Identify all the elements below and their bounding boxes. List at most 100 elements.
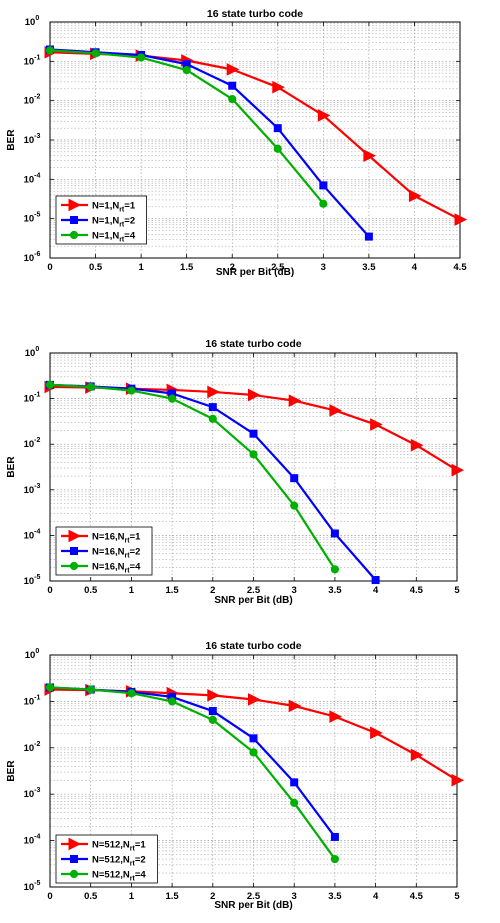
x-tick-label: 1.5 <box>165 585 179 596</box>
legend-entry: N=16,Nrt=1 <box>92 532 141 545</box>
legend-entry: N=1,Nrt=2 <box>92 216 135 229</box>
x-tick-label: 0.5 <box>84 585 98 596</box>
chart-panel-3: 0 0.5 1 1.5 2 2.5 3 3.5 4 4.5 5 100 10-1 10-2 10-3 10-4… <box>0 622 500 922</box>
y-tick-label: 10-5 <box>24 880 41 893</box>
data-point <box>290 474 299 483</box>
data-point <box>370 726 383 740</box>
y-axis-label: BER <box>6 760 17 782</box>
data-point <box>249 734 258 743</box>
data-point <box>371 576 380 585</box>
x-tick-label: 0.5 <box>89 262 103 273</box>
x-tick-label: 4 <box>373 891 379 902</box>
x-tick-label: 2 <box>210 891 215 902</box>
x-tick-label: 3 <box>292 585 297 596</box>
y-tick-label: 100 <box>25 648 40 661</box>
series-3 <box>45 683 339 864</box>
legend-marker <box>70 547 78 555</box>
y-tick-label: 10-2 <box>24 94 41 107</box>
data-point <box>249 450 258 459</box>
legend-marker <box>69 869 79 879</box>
y-tick-label: 10-3 <box>24 133 41 146</box>
x-tick-label: 4 <box>373 585 379 596</box>
data-point <box>248 388 261 402</box>
data-point <box>290 798 299 807</box>
chart-panel-2: 0 0.5 1 1.5 2 2.5 3 3.5 4 4.5 5 100 10-1 10-2 10-3 10-4… <box>0 331 500 631</box>
x-tick-label: 2.5 <box>247 585 261 596</box>
y-tick-label: 10-4 <box>24 172 41 185</box>
legend-entry: N=512,Nrt=2 <box>92 855 146 868</box>
data-point <box>454 213 468 226</box>
data-point <box>272 80 285 94</box>
legend: N=16,Nrt=1 N=16,Nrt=2 N=16,Nrt=4 <box>55 526 153 576</box>
data-point <box>330 832 339 841</box>
x-axis-label: SNR per Bit (dB) <box>216 267 294 278</box>
y-tick-label: 10-4 <box>24 528 41 541</box>
x-tick-label: 1 <box>138 262 144 273</box>
data-point <box>207 689 220 702</box>
y-tick-label: 10-3 <box>24 787 41 800</box>
data-point <box>329 710 343 723</box>
data-point <box>290 501 299 510</box>
legend-entry: N=512,Nrt=4 <box>92 870 146 883</box>
y-tick-label: 10-3 <box>24 483 41 496</box>
data-point <box>363 149 377 162</box>
data-point <box>408 189 422 203</box>
x-tick-label: 3.5 <box>328 891 342 902</box>
x-tick-label: 1.5 <box>180 262 194 273</box>
legend-marker <box>68 529 82 543</box>
x-tick-label: 1 <box>129 585 135 596</box>
x-tick-label: 3 <box>321 262 326 273</box>
legend-marker <box>70 855 78 863</box>
x-tick-label: 4 <box>412 262 418 273</box>
data-point <box>91 49 100 58</box>
y-tick-label: 10-1 <box>24 54 41 67</box>
data-point <box>330 529 339 538</box>
legend-entry: N=16,Nrt=2 <box>92 547 140 560</box>
legend-entry: N=1,Nrt=4 <box>92 231 136 244</box>
ber-chart-2: 0 0.5 1 1.5 2 2.5 3 3.5 4 4.5 5 100 10-1 10-2 10-3 10-4… <box>6 338 465 606</box>
x-tick-label: 2 <box>210 585 215 596</box>
data-point <box>329 404 343 417</box>
data-point <box>168 697 177 706</box>
legend-entry: N=512,Nrt=1 <box>92 840 146 853</box>
data-point <box>226 63 240 76</box>
data-point <box>228 81 237 90</box>
ber-chart-1: 0 0.5 1 1.5 2 2.5 3 3.5 4 4.5 100 10-1 10-2 10-3 10-4 1… <box>6 8 468 278</box>
chart-panel-1: 0 0.5 1 1.5 2 2.5 3 3.5 4 4.5 100 10-1 10-2 10-3 10-4 1… <box>0 0 500 300</box>
series-line <box>49 686 336 860</box>
x-tick-label: 4.5 <box>410 585 424 596</box>
series-line <box>49 48 370 238</box>
data-point <box>207 385 220 399</box>
data-point <box>330 565 339 574</box>
x-tick-label: 1 <box>129 891 135 902</box>
legend-marker <box>68 837 82 851</box>
y-tick-label: 10-4 <box>24 834 41 847</box>
data-point <box>249 429 258 438</box>
data-point <box>319 199 328 208</box>
data-point <box>319 181 328 190</box>
series-3 <box>45 46 328 208</box>
y-axis-label: BER <box>6 456 17 478</box>
y-tick-label: 10-2 <box>24 437 41 450</box>
legend-marker <box>68 198 82 212</box>
data-point <box>168 394 177 403</box>
x-tick-label: 0.5 <box>84 891 98 902</box>
x-tick-label: 4.5 <box>453 262 467 273</box>
y-tick-label: 10-1 <box>24 392 41 405</box>
x-tick-label: 3.5 <box>328 585 342 596</box>
x-axis-label: SNR per Bit (dB) <box>214 900 292 911</box>
data-point <box>45 380 55 389</box>
legend-entry: N=16,Nrt=4 <box>92 562 141 575</box>
data-point <box>86 685 95 694</box>
data-point <box>137 53 146 62</box>
y-tick-label: 100 <box>25 15 40 28</box>
data-point <box>317 109 331 122</box>
data-point <box>208 707 217 716</box>
chart-title: 16 state turbo code <box>205 640 301 652</box>
x-tick-label: 2.5 <box>271 262 285 273</box>
y-tick-label: 10-1 <box>24 694 41 707</box>
data-point <box>273 144 282 153</box>
data-point <box>127 386 136 395</box>
chart-title: 16 state turbo code <box>207 8 303 20</box>
data-point <box>249 748 258 757</box>
